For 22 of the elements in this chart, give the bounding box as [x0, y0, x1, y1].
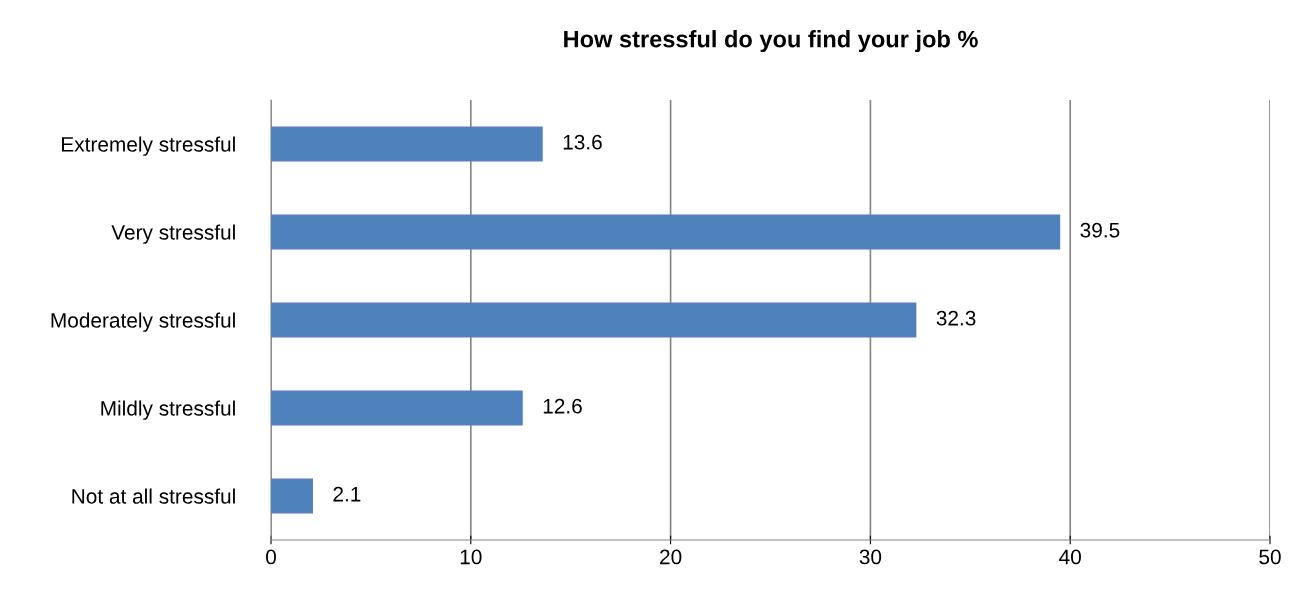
- data-label: 39.5: [1080, 222, 1120, 238]
- y-tick-label: Moderately stressful: [51, 312, 235, 332]
- y-tick-label: Extremely stressful: [62, 136, 235, 156]
- data-label: 13.6: [563, 134, 602, 150]
- chart-title: How stressful do you find your job %: [564, 30, 978, 53]
- x-tick-label: 50: [1259, 549, 1281, 565]
- data-label: 12.6: [543, 398, 582, 414]
- bar: [271, 478, 313, 514]
- y-tick-label: Not at all stressful: [72, 488, 235, 504]
- x-tick-label: 40: [1059, 549, 1081, 565]
- data-label: 2.1: [333, 486, 361, 502]
- bar: [271, 302, 917, 338]
- x-tick-label: 0: [266, 549, 276, 565]
- y-tick-label: Very stressful: [111, 224, 235, 244]
- x-tick-label: 20: [660, 549, 682, 565]
- x-tick-label: 30: [859, 549, 882, 565]
- bar: [271, 390, 523, 426]
- y-tick-label: Mildly stressful: [101, 400, 235, 420]
- bar: [271, 214, 1061, 250]
- x-tick-label: 10: [460, 549, 482, 565]
- bar: [271, 126, 543, 162]
- data-label: 32.3: [936, 310, 976, 326]
